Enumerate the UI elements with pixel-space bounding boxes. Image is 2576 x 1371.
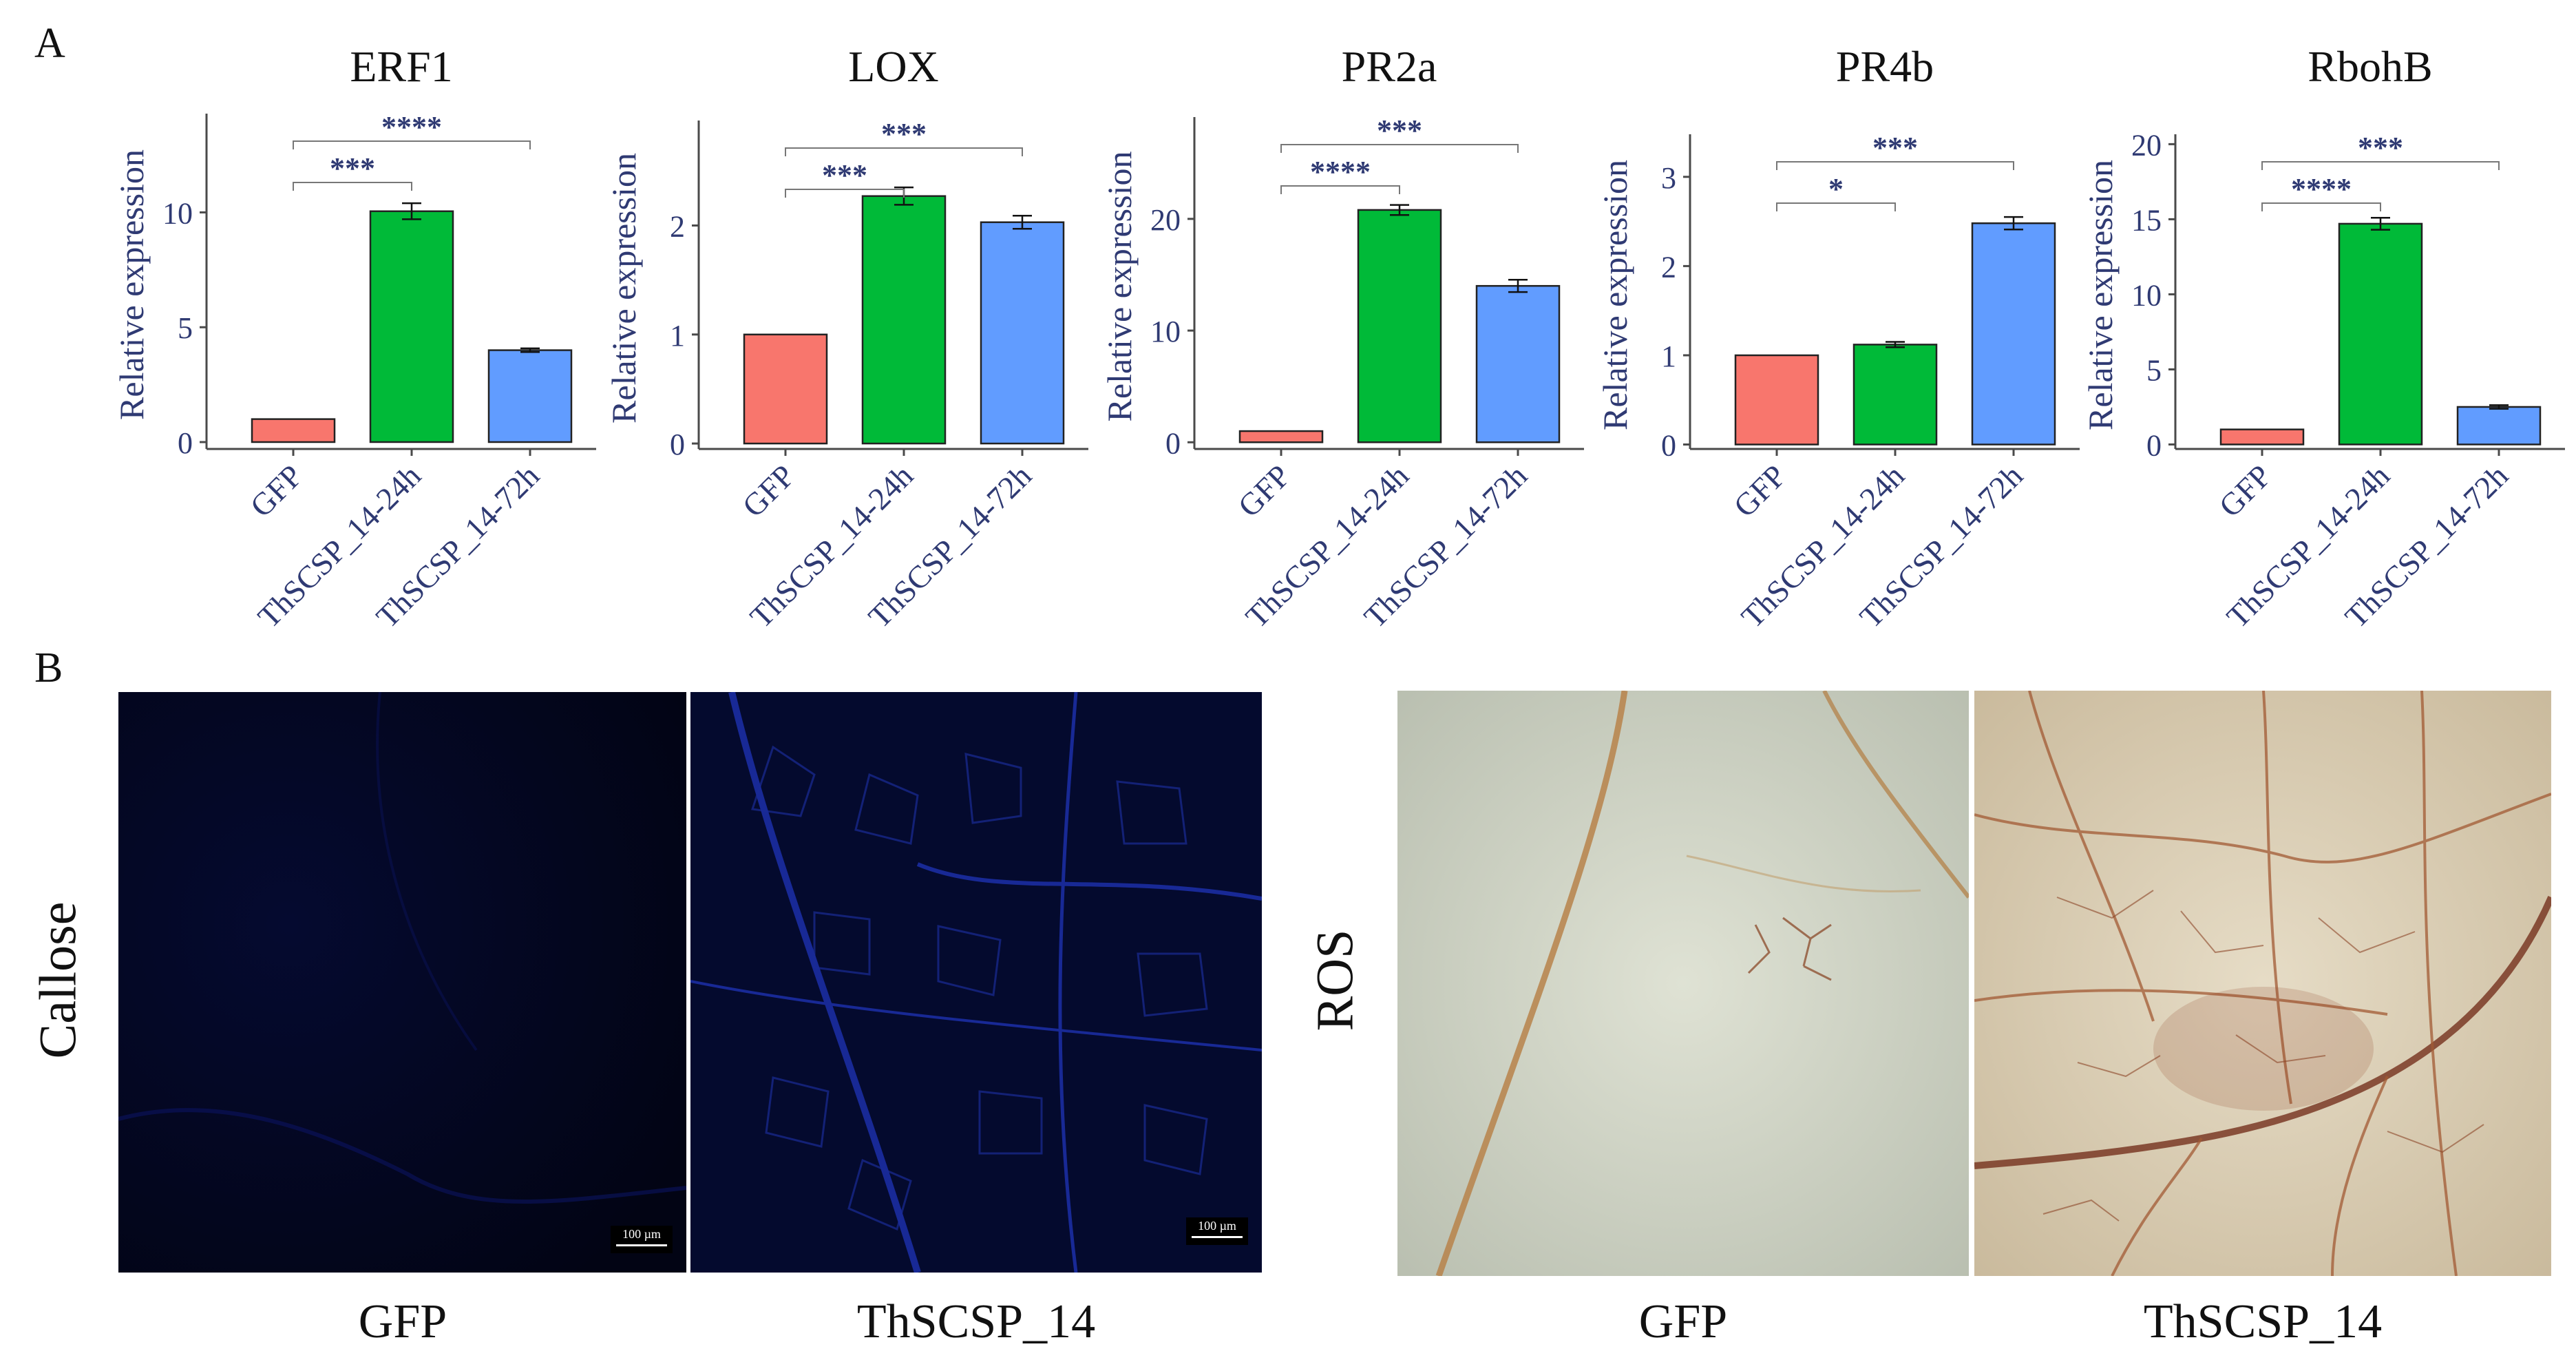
bar-2: [861, 195, 947, 445]
significance-bracket: [2261, 161, 2500, 170]
caption-ros-thscsp14: ThSCSP_14: [2143, 1295, 2383, 1348]
y-tick-label: 5: [2146, 353, 2162, 387]
y-tick-label: 20: [2131, 128, 2162, 162]
x-tick-label: GFP: [1231, 458, 1297, 524]
y-tick-label: 10: [1150, 315, 1181, 348]
bar-2: [369, 210, 454, 443]
y-tick-label: 2: [670, 209, 685, 243]
ros-gfp-photo: [1397, 691, 1969, 1276]
x-tick-label: GFP: [735, 458, 801, 524]
x-tick-label: GFP: [2212, 458, 2278, 524]
scale-bar: 100 µm: [611, 1226, 673, 1253]
bar-1: [251, 418, 336, 443]
bar-3: [980, 221, 1065, 445]
significance-label: ***: [822, 158, 867, 192]
significance-label: ***: [330, 151, 375, 185]
y-tick-label: 0: [2146, 428, 2162, 462]
callose-thscsp14-micrograph: 100 µm: [690, 692, 1262, 1273]
y-tick-label: 1: [1661, 339, 1676, 373]
bar-1: [2219, 428, 2305, 446]
significance-bracket: [1280, 144, 1519, 153]
y-axis-label: Relative expression: [1100, 151, 1139, 422]
significance-label: ****: [1310, 155, 1371, 189]
significance-label: ***: [1377, 114, 1422, 147]
y-tick-label: 0: [1661, 429, 1676, 463]
significance-label: ***: [881, 117, 927, 151]
y-tick-label: 0: [1165, 426, 1181, 460]
ros-row-label: ROS: [1306, 929, 1364, 1032]
ros-thscsp14-photo: [1974, 691, 2551, 1276]
caption-callose-gfp: GFP: [358, 1295, 447, 1348]
y-axis-label: Relative expression: [112, 149, 151, 420]
bar-1: [743, 333, 828, 445]
significance-label: ***: [1872, 131, 1918, 165]
significance-label: ***: [2358, 131, 2403, 165]
caption-ros-gfp: GFP: [1638, 1295, 1728, 1348]
significance-bracket: [2261, 202, 2381, 211]
y-tick-label: 20: [1150, 203, 1181, 237]
chart-title: LOX: [848, 42, 939, 91]
y-tick-label: 10: [162, 196, 193, 230]
bar-3: [2456, 406, 2542, 446]
bar-2: [1852, 344, 1938, 446]
significance-bracket: [1776, 161, 2014, 170]
y-tick-label: 0: [670, 428, 685, 461]
y-tick-label: 15: [2131, 203, 2162, 237]
significance-bracket: [293, 140, 531, 149]
y-tick-label: 2: [1661, 250, 1676, 284]
significance-label: ****: [2291, 172, 2352, 206]
significance-bracket: [1776, 202, 1896, 211]
scale-bar: 100 µm: [1186, 1217, 1248, 1245]
y-tick-label: 3: [1661, 161, 1676, 195]
y-axis-label: Relative expression: [2081, 160, 2120, 430]
bar-2: [1357, 209, 1442, 443]
x-tick-label: GFP: [243, 458, 309, 524]
y-tick-label: 10: [2131, 278, 2162, 312]
significance-bracket: [785, 147, 1023, 156]
significance-label: ****: [381, 110, 442, 144]
y-tick-label: 5: [178, 311, 193, 345]
significance-bracket: [785, 189, 905, 198]
significance-bracket: [293, 182, 412, 191]
y-axis-label: Relative expression: [604, 153, 643, 423]
callose-row-label: Callose: [29, 901, 87, 1059]
chart-title: PR2a: [1342, 42, 1437, 91]
significance-bracket: [1280, 185, 1400, 194]
bar-3: [1971, 222, 2056, 446]
panel-b-label: B: [34, 645, 63, 691]
y-axis-label: Relative expression: [1596, 160, 1634, 430]
significance-label: *: [1828, 172, 1844, 206]
panel-a-label: A: [34, 20, 65, 67]
bar-1: [1238, 430, 1324, 443]
bar-3: [1475, 284, 1561, 443]
chart-title: ERF1: [350, 42, 452, 91]
bar-3: [487, 349, 573, 443]
bar-2: [2338, 222, 2423, 446]
y-tick-label: 1: [670, 319, 685, 353]
y-tick-label: 0: [178, 426, 193, 460]
caption-callose-thscsp14: ThSCSP_14: [856, 1295, 1096, 1348]
x-tick-label: GFP: [1727, 458, 1793, 524]
chart-title: RbohB: [2308, 42, 2432, 91]
bar-1: [1734, 354, 1819, 446]
chart-title: PR4b: [1836, 42, 1934, 91]
callose-gfp-micrograph: 100 µm: [118, 692, 686, 1273]
